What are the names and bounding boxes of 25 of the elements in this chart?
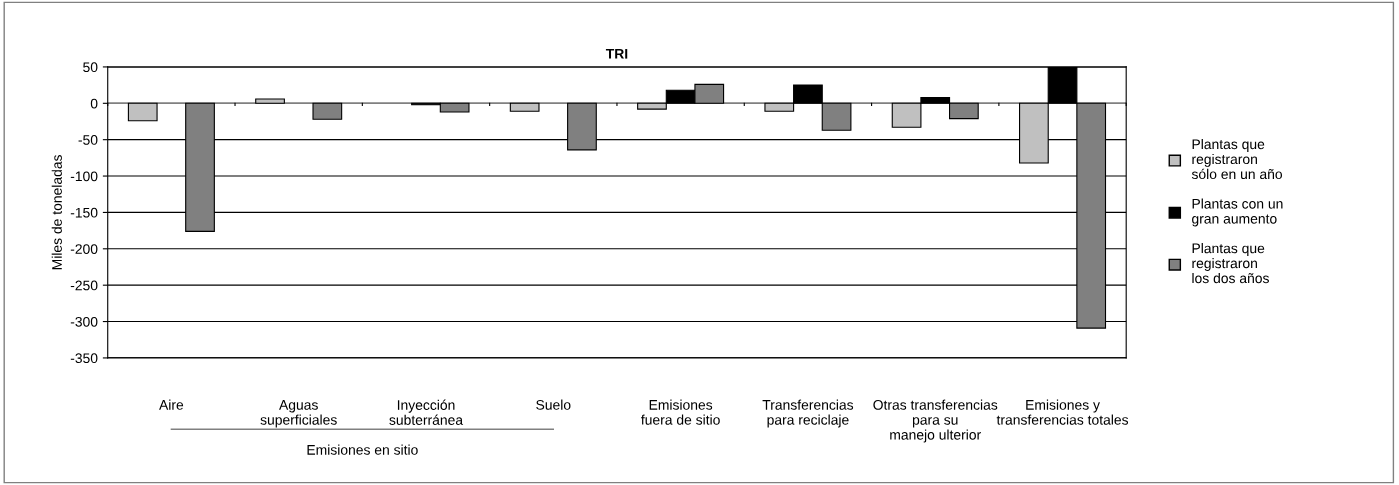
y-tick-label: 50 — [83, 62, 98, 73]
y-axis-title: Miles de toneladas — [51, 155, 62, 270]
legend-label: Plantas que registraron sólo en un año — [1191, 138, 1283, 180]
y-tick-label: -150 — [70, 207, 98, 218]
x-tick-label: Emisiones fuera de sitio — [641, 399, 720, 425]
y-tick-label: -100 — [70, 171, 98, 182]
x-tick-label: Aire — [159, 399, 184, 410]
text: Emisiones en sitio — [307, 444, 418, 455]
x-tick-label: Suelo — [536, 399, 571, 410]
x-tick-label: Inyección subterránea — [389, 399, 464, 425]
legend-label: Plantas que registraron los dos años — [1192, 243, 1269, 284]
y-tick-label: -350 — [70, 353, 98, 364]
y-tick-label: -250 — [70, 280, 98, 291]
legend-label: Plantas con un gran aumento — [1192, 198, 1283, 227]
bar — [127, 102, 158, 122]
x-tick-label: Transferencias para reciclaje — [762, 399, 854, 428]
x-tick-label: Otras transferencias para su manejo ulterior — [873, 399, 998, 443]
y-tick-label: -300 — [70, 316, 98, 327]
chart-title: TRI — [605, 49, 628, 59]
bar — [255, 98, 285, 104]
x-tick-label: Aguas superficiales — [260, 400, 337, 428]
y-tick-label: -200 — [70, 244, 98, 254]
bar — [509, 102, 540, 112]
y-tick-label: -50 — [78, 135, 98, 145]
y-tick-label: 0 — [90, 98, 98, 109]
